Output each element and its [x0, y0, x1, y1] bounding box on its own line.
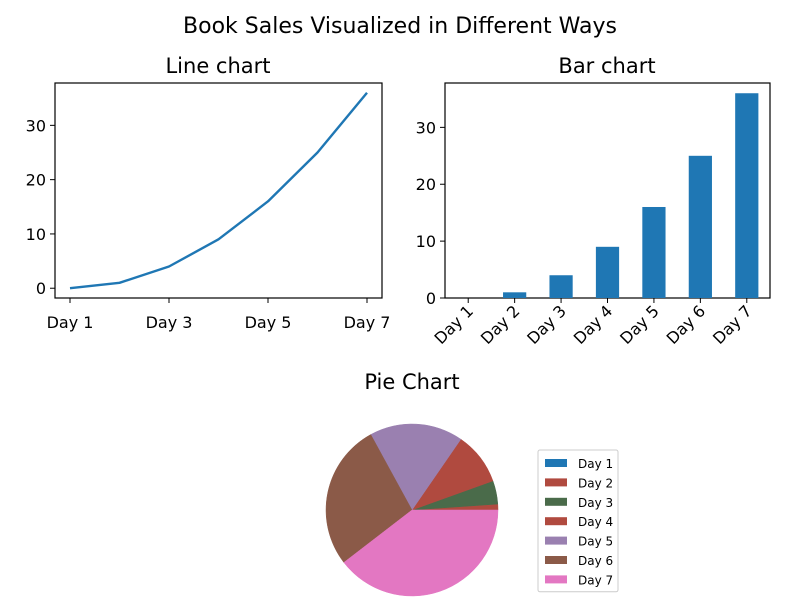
- legend-swatch: [545, 575, 567, 584]
- bar-xtick-label: Day 2: [477, 301, 524, 348]
- line-series: [69, 92, 368, 290]
- bar-day-7: [735, 93, 759, 298]
- figure-title: Book Sales Visualized in Different Ways: [183, 14, 617, 39]
- bar-xtick-label: Day 6: [663, 301, 710, 348]
- line-xtick-label: Day 7: [344, 313, 391, 332]
- line-xtick-label: Day 1: [47, 313, 94, 332]
- pie-chart-marks: [325, 423, 499, 597]
- legend-swatch: [545, 556, 567, 564]
- pie-chart-title: Pie Chart: [364, 370, 459, 394]
- legend-label: Day 1: [578, 457, 613, 471]
- legend-label: Day 6: [578, 554, 613, 568]
- line-ytick-label: 20: [26, 171, 46, 190]
- bar-ytick-label: 30: [416, 118, 436, 137]
- line-chart-panel: Line chart 0 10 20 30 Day 1 Day 3 Day 5 Day 7: [26, 54, 391, 332]
- bar-ytick-label: 10: [416, 232, 436, 251]
- bar-day-3: [549, 275, 573, 298]
- legend-label: Day 2: [578, 476, 613, 490]
- bar-xtick-label: Day 3: [523, 301, 570, 348]
- legend-label: Day 4: [578, 515, 613, 529]
- bar-day-5: [642, 206, 666, 298]
- line-chart-axes: 0 10 20 30 Day 1 Day 3 Day 5 Day 7: [26, 82, 391, 332]
- bar-xtick-label: Day 4: [570, 301, 617, 348]
- legend-swatch: [545, 478, 567, 487]
- bar-chart-title: Bar chart: [558, 54, 655, 78]
- line-xtick-label: Day 5: [245, 313, 292, 332]
- line-ytick-label: 30: [26, 116, 46, 135]
- line-ytick-label: 10: [26, 225, 46, 244]
- pie-chart-panel: Pie Chart Day 1 Day 2 Day 3 Day 4 Day 5 Day 6…: [325, 370, 619, 597]
- bar-ytick-label: 20: [416, 175, 436, 194]
- legend-label: Day 7: [578, 573, 613, 587]
- pie-slice-day-6: [325, 434, 413, 563]
- legend-swatch: [545, 536, 567, 545]
- legend-swatch: [545, 517, 567, 526]
- bar-xtick-label: Day 1: [430, 301, 477, 348]
- bar-day-2: [503, 292, 527, 298]
- legend-swatch: [545, 459, 567, 467]
- bar-xtick-label: Day 5: [616, 301, 663, 348]
- pie-slice-day-7: [343, 509, 499, 597]
- bar-ytick-label: 0: [426, 289, 436, 308]
- legend-swatch: [545, 497, 567, 506]
- bar-chart-axes: Day 1 Day 2 Day 3 Day 4 Day 5 Day 6 Day 7 0 10 20…: [416, 82, 771, 348]
- line-chart-marks: [69, 92, 368, 290]
- line-chart-title: Line chart: [165, 54, 270, 78]
- bar-xtick-label: Day 7: [709, 301, 756, 348]
- bar-day-4: [595, 246, 620, 298]
- line-axes-frame: [54, 82, 383, 299]
- legend-label: Day 5: [578, 535, 613, 549]
- line-xtick-label: Day 3: [146, 313, 193, 332]
- bar-day-6: [688, 155, 712, 298]
- bar-chart-panel: Bar chart Day 1 Day 2 Day 3 Day 4 Day 5 Day 6…: [416, 54, 771, 348]
- line-ytick-label: 0: [36, 279, 46, 298]
- pie-slice-day-5: [370, 423, 462, 511]
- pie-chart-legend: Day 1 Day 2 Day 3 Day 4 Day 5 Day 6 Day 7: [537, 449, 619, 593]
- legend-label: Day 3: [578, 496, 613, 510]
- bar-chart-marks: [503, 93, 759, 298]
